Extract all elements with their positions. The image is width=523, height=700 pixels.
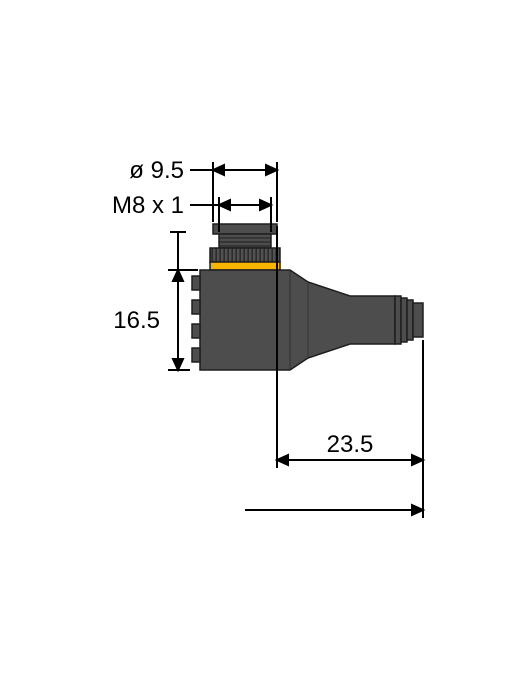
knurled-nut [210, 248, 280, 262]
cable-ribs [395, 296, 413, 344]
dim-height-label: 16.5 [113, 307, 160, 334]
color-band [210, 262, 280, 270]
dim-diameter-label: ø 9.5 [129, 157, 184, 184]
dim-length-label: 23.5 [327, 431, 374, 458]
dim-thread-label: M8 x 1 [112, 192, 184, 219]
connector-body [192, 224, 423, 370]
barrel-cap [213, 224, 277, 234]
grip-ribs [192, 276, 200, 362]
connector-dimension-drawing: ø 9.5 M8 x 1 16.5 [0, 0, 523, 700]
cable-stub [413, 303, 423, 337]
dim-diameter [190, 162, 277, 222]
body-outline [200, 270, 395, 370]
